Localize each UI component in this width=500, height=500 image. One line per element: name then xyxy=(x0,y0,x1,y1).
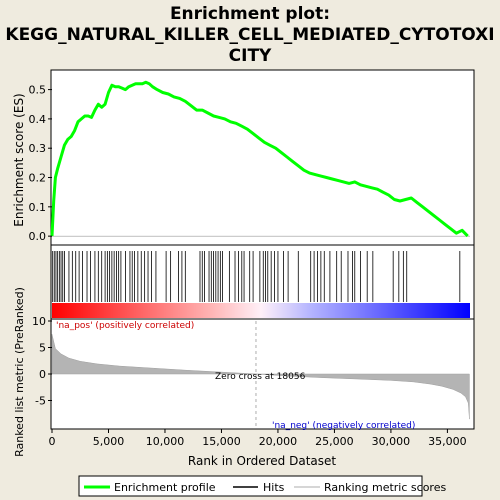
x-tick-label: 10,000 xyxy=(146,435,185,448)
neg-label: 'na_neg' (negatively correlated) xyxy=(272,421,415,431)
legend-label-hits: Hits xyxy=(263,481,285,494)
x-axis-label: Rank in Ordered Dataset xyxy=(188,454,336,468)
ranking-metric-area xyxy=(51,334,470,420)
rank-colorbar xyxy=(52,303,470,318)
x-tick-label: 25,000 xyxy=(315,435,354,448)
metric-y-tick-label: 10 xyxy=(32,315,46,328)
es-panel xyxy=(50,69,475,246)
title-line-3: CITY xyxy=(228,46,272,66)
metric-y-tick-label: 0 xyxy=(39,368,46,381)
x-tick-label: 5,000 xyxy=(93,435,125,448)
legend-box xyxy=(78,475,423,497)
es-y-tick-label: 0.2 xyxy=(29,172,47,185)
es-y-tick-label: 0.3 xyxy=(29,142,47,155)
es-axis-label: Enrichment score (ES) xyxy=(12,93,26,226)
legend-label-enrichment: Enrichment profile xyxy=(114,481,216,494)
x-tick-label: 35,000 xyxy=(428,435,467,448)
enrichment-profile-line xyxy=(50,80,469,238)
title-line-2: KEGG_NATURAL_KILLER_CELL_MEDIATED_CYTOTO… xyxy=(5,25,495,45)
pos-label: 'na_pos' (positively correlated) xyxy=(56,321,194,331)
x-tick-label: 30,000 xyxy=(372,435,411,448)
title-line-1: Enrichment plot: xyxy=(169,4,331,24)
metric-y-tick-label: 5 xyxy=(39,342,46,355)
es-y-tick-label: 0.1 xyxy=(29,201,47,214)
metric-axis-label: Ranked list metric (PreRanked) xyxy=(13,287,26,457)
x-tick-label: 0 xyxy=(49,435,56,448)
metric-y-tick-label: -5 xyxy=(35,395,46,408)
es-y-tick-label: 0.5 xyxy=(29,84,47,97)
es-y-tick-label: 0.4 xyxy=(29,113,47,126)
x-tick-label: 20,000 xyxy=(259,435,298,448)
legend-label-metric: Ranking metric scores xyxy=(324,481,446,494)
es-y-tick-label: 0.0 xyxy=(29,230,47,243)
zero-cross-label: Zero cross at 18056 xyxy=(215,372,306,382)
x-tick-label: 15,000 xyxy=(202,435,241,448)
